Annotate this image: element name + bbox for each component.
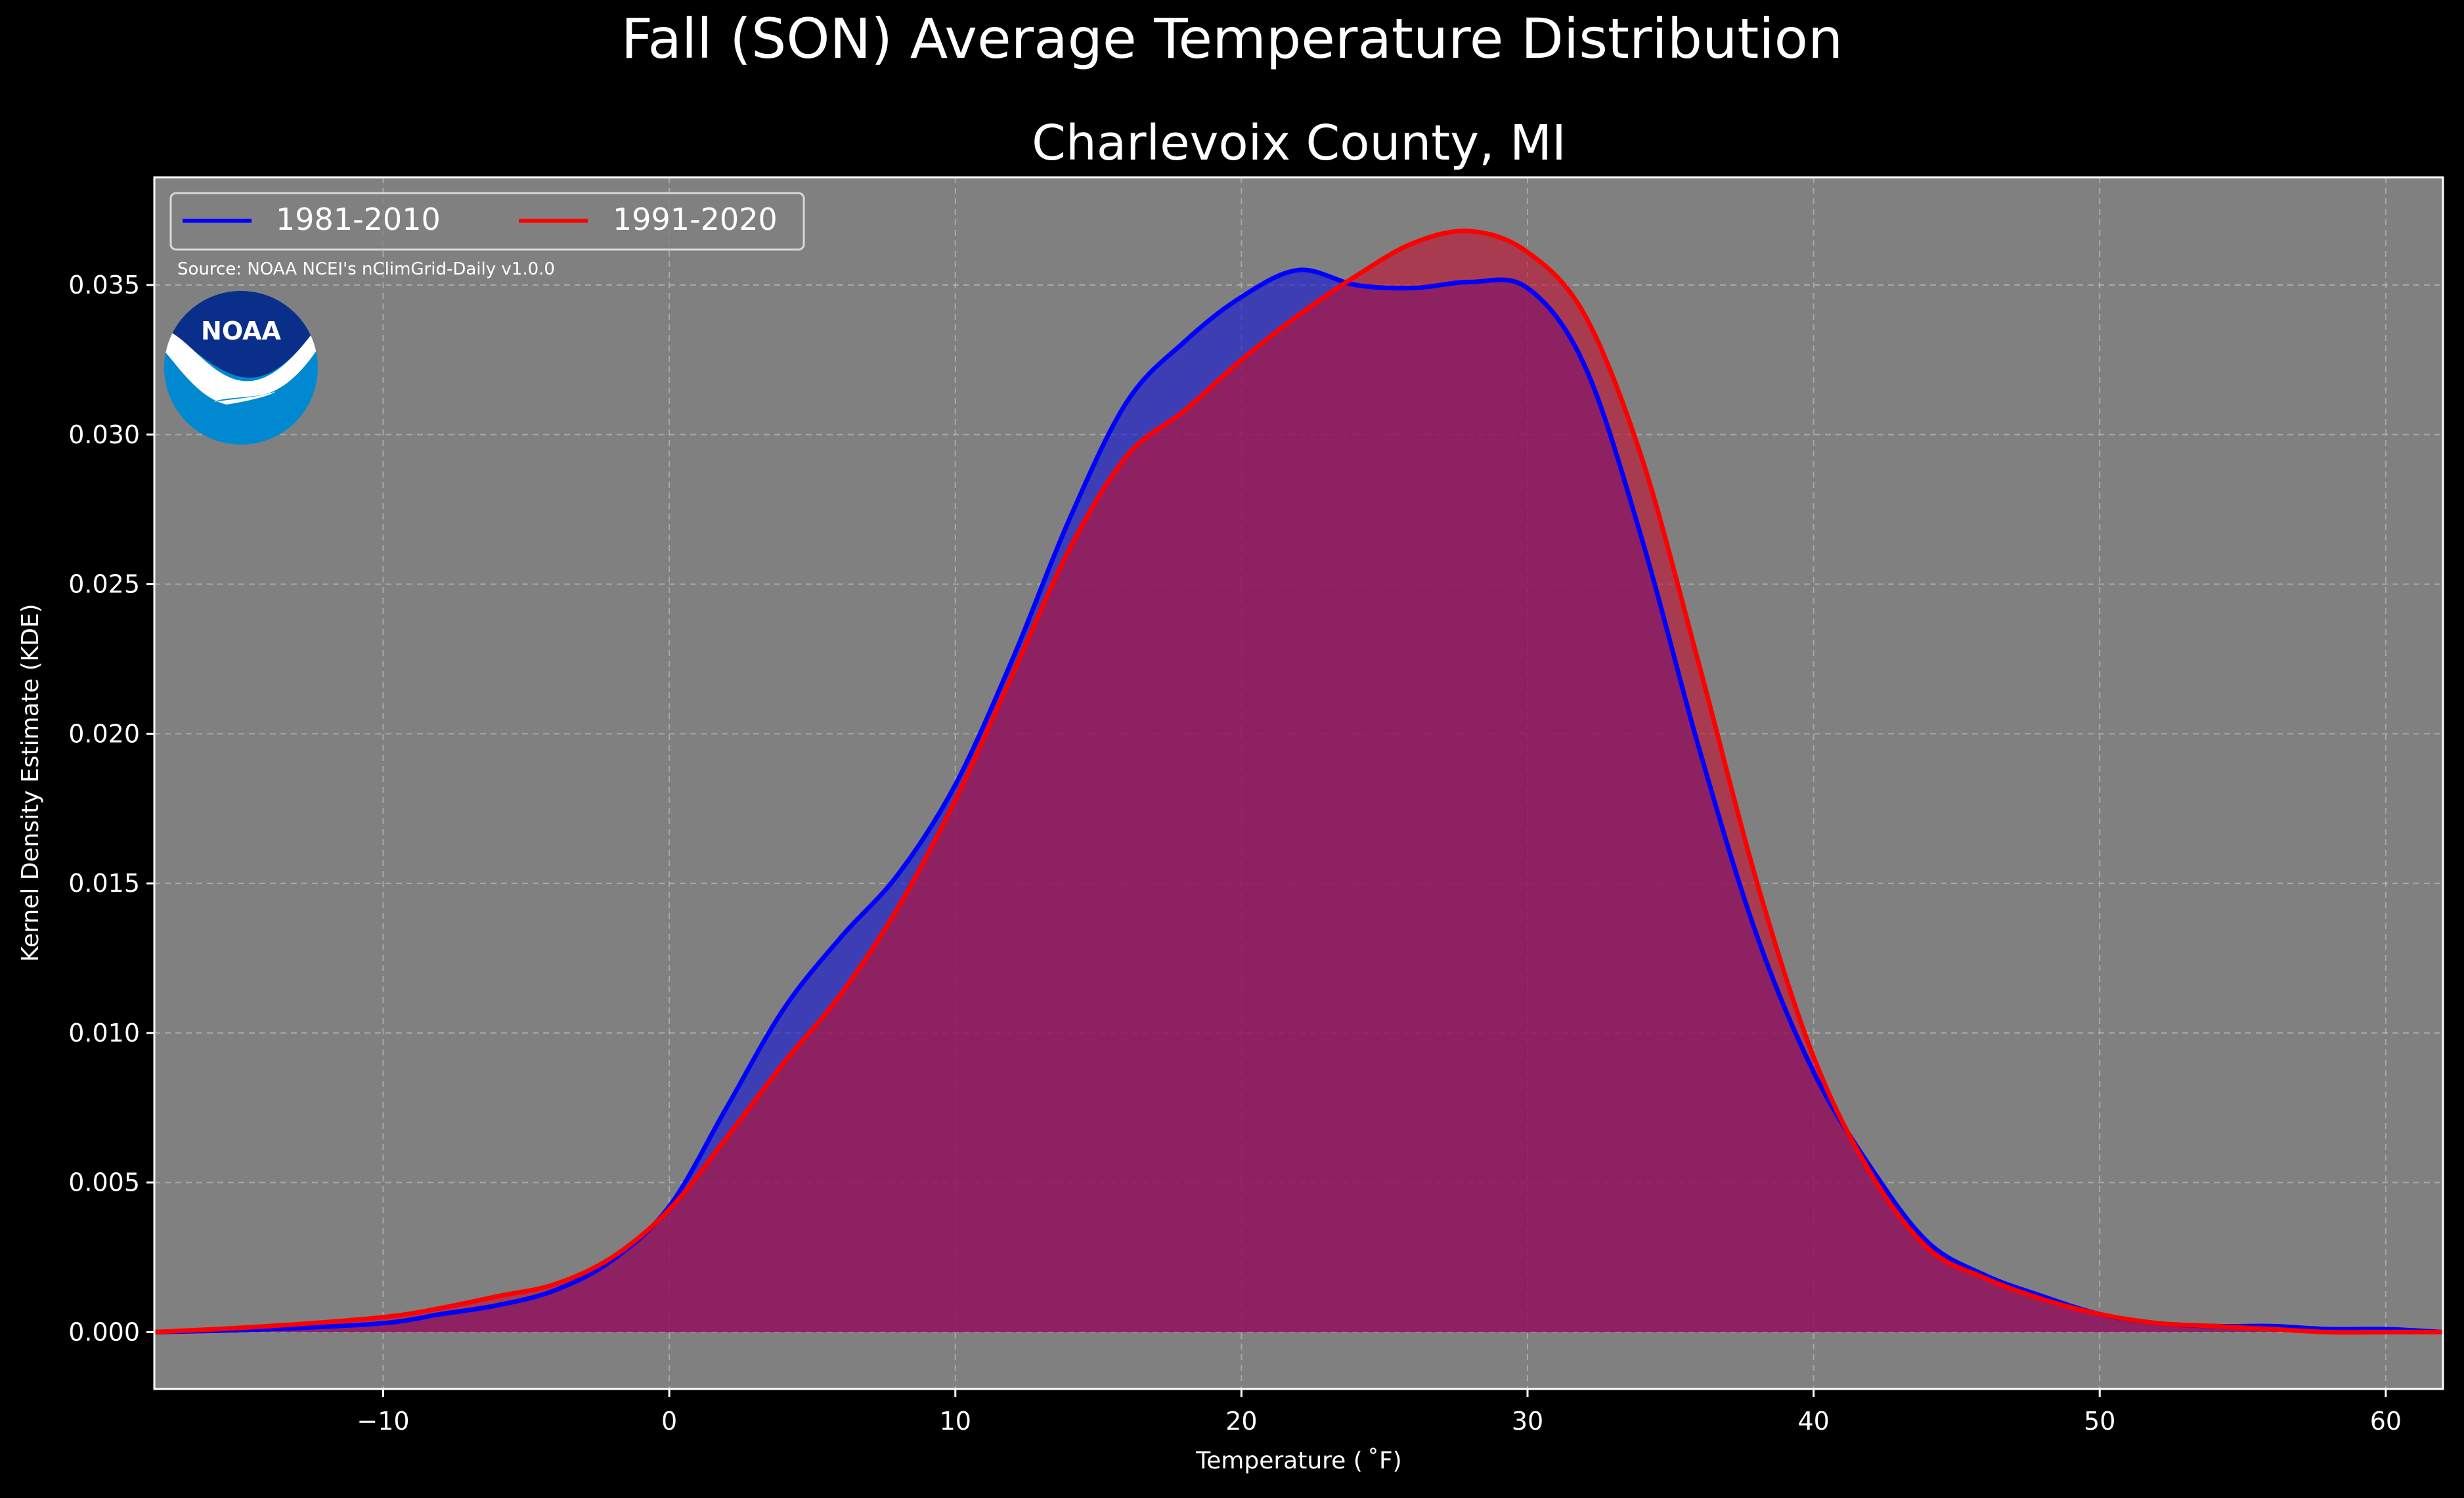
x-tick-label: 60 [2370,1407,2402,1436]
logo-text: NOAA [201,317,281,345]
x-tick-label: 0 [661,1407,677,1436]
x-tick-label: 10 [940,1407,971,1436]
y-tick-label: 0.025 [68,570,140,599]
x-axis-ticks: −10 0 10 20 30 40 50 60 [357,1389,2402,1436]
y-tick-label: 0.015 [68,869,140,898]
y-tick-label: 0.030 [68,420,140,449]
x-tick-label: −10 [357,1407,409,1436]
y-tick-label: 0.035 [68,271,140,299]
noaa-logo: NOAA [164,291,318,445]
plot-frame [153,176,2444,1390]
y-tick-label: 0.010 [68,1019,140,1047]
y-tick-label: 0.000 [68,1317,140,1346]
y-axis-ticks: 0.000 0.005 0.010 0.015 0.020 0.025 0.030 0.035 [68,271,154,1346]
source-note: Source: NOAA NCEI's nClimGrid-Daily v1.0… [177,259,555,279]
chart-legend: 1981-2010 1991-2020 [169,192,805,251]
logo-bird [164,322,318,405]
x-axis-label: Temperature ( ˚F) [1195,1447,1401,1474]
y-tick-label: 0.005 [68,1168,140,1197]
x-tick-label: 20 [1225,1407,1257,1436]
legend-label-1981-2010: 1981-2010 [276,202,441,237]
series-line-1991-2020 [154,229,2443,1335]
y-tick-label: 0.020 [68,719,140,748]
chart-title: Charlevoix County, MI [1032,115,1566,171]
x-tick-label: 30 [1512,1407,1543,1436]
legend-label-1991-2020: 1991-2020 [613,202,778,237]
grid-lines [154,177,2443,1389]
x-tick-label: 50 [2084,1407,2115,1436]
series-layer [154,229,2443,1335]
legend-box [169,192,805,251]
x-tick-label: 40 [1797,1407,1829,1436]
logo-sky [164,291,318,378]
figure-suptitle: Fall (SON) Average Temperature Distribut… [621,7,1843,71]
y-axis-label: Kernel Density Estimate (KDE) [17,604,44,961]
area-fill-1991-2020 [154,231,2443,1333]
